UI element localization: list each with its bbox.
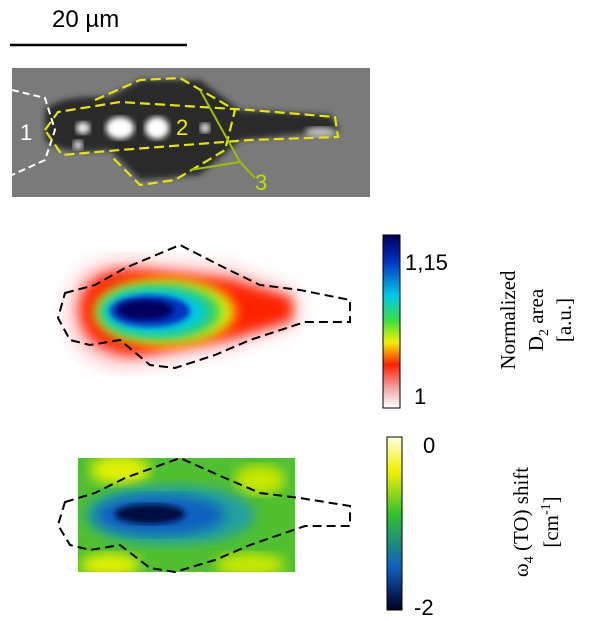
scale-bar-label: 20 µm	[52, 6, 119, 33]
colorbar-top-label: 1,15	[405, 250, 448, 275]
heatmap-d2-area	[70, 261, 295, 365]
colorbar-bottom-label: -2	[414, 595, 434, 620]
title-line: D2 area	[524, 288, 552, 351]
title-line: Normalized	[496, 270, 520, 370]
region-label: 1	[20, 120, 32, 145]
colorbar-top-label: 0	[423, 433, 435, 458]
microscopy-image	[12, 68, 370, 197]
heatmap-shift	[78, 458, 295, 572]
title-line: ω4 (TO) shift	[509, 467, 537, 577]
region-label: 2	[176, 115, 188, 140]
colorbar-title: Normalized D2 area [a.u.]	[496, 270, 576, 370]
colorbar-title: ω4 (TO) shift [cm-1]	[509, 467, 563, 577]
title-line: [cm-1]	[539, 496, 563, 547]
region-label: 3	[255, 170, 267, 195]
colorbar	[386, 436, 403, 611]
colorbar	[382, 234, 401, 409]
title-line: [a.u.]	[552, 298, 576, 342]
colorbar-bottom-label: 1	[414, 384, 426, 409]
